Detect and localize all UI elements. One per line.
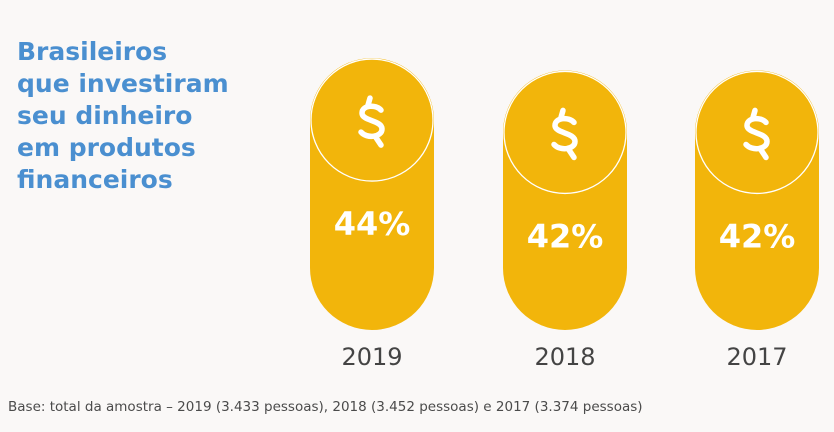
dollar-sign-icon [358, 95, 385, 148]
dollar-sign-icon [551, 107, 578, 161]
title-line: seu dinheiro [17, 101, 193, 130]
title-line: Brasileiros [17, 37, 168, 66]
value-label: 44% [334, 205, 411, 243]
title-line: em produtos [17, 133, 196, 162]
dollar-top-bar [750, 107, 758, 121]
title-line: financeiros [17, 165, 173, 194]
year-label: 2017 [726, 343, 787, 371]
dollar-bottom-bar [565, 145, 577, 161]
value-label: 42% [527, 217, 604, 255]
dollar-top-bar [558, 107, 566, 121]
footnote: Base: total da amostra – 2019 (3.433 pes… [8, 399, 643, 415]
capsule-bar-group: 44% 2019 [310, 58, 434, 371]
year-label: 2019 [341, 343, 402, 371]
value-label: 42% [719, 217, 796, 255]
dollar-sign-icon [743, 107, 770, 161]
chart-title: Brasileiros que investiram seu dinheiro … [17, 36, 277, 196]
title-line: que investiram [17, 69, 229, 98]
dollar-bottom-bar [372, 133, 384, 148]
capsule-bar-group: 42% 2017 [695, 70, 819, 371]
dollar-top-bar [365, 95, 373, 108]
year-label: 2018 [534, 343, 595, 371]
capsule-bar-group: 42% 2018 [503, 70, 627, 371]
dollar-bottom-bar [757, 145, 769, 161]
